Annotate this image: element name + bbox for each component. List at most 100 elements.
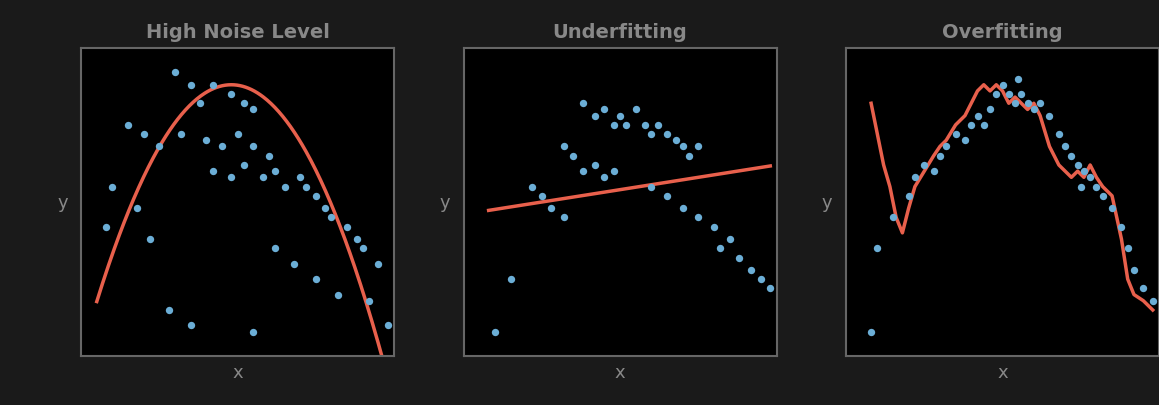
Point	[916, 162, 934, 169]
Point	[925, 168, 943, 175]
Point	[968, 113, 986, 119]
Point	[690, 215, 708, 221]
Point	[993, 82, 1012, 89]
Point	[533, 193, 552, 200]
Point	[946, 132, 964, 138]
Point	[1062, 153, 1080, 160]
Point	[1134, 286, 1152, 292]
Point	[658, 132, 677, 138]
Point	[260, 153, 278, 160]
Point	[574, 101, 592, 107]
Point	[328, 292, 347, 298]
Point	[585, 162, 604, 169]
Point	[627, 107, 646, 113]
Point	[690, 144, 708, 150]
Point	[564, 153, 583, 160]
Point	[172, 132, 190, 138]
Point	[486, 328, 504, 335]
Point	[962, 122, 981, 129]
X-axis label: x: x	[232, 363, 243, 381]
Point	[862, 328, 881, 335]
Point	[721, 236, 739, 243]
Point	[523, 184, 541, 190]
Point	[134, 132, 153, 138]
Point	[182, 82, 201, 89]
Point	[658, 193, 677, 200]
Point	[306, 193, 325, 200]
Point	[883, 215, 902, 221]
Point	[348, 236, 366, 243]
Title: High Noise Level: High Noise Level	[146, 23, 329, 41]
Point	[1093, 193, 1111, 200]
Point	[276, 184, 294, 190]
Point	[103, 184, 122, 190]
Point	[223, 92, 241, 98]
Point	[596, 107, 614, 113]
Point	[975, 122, 993, 129]
Point	[1124, 267, 1143, 273]
Point	[306, 276, 325, 283]
Point	[1008, 76, 1027, 83]
Point	[213, 144, 232, 150]
Y-axis label: y: y	[822, 194, 832, 211]
Point	[203, 168, 221, 175]
X-axis label: x: x	[614, 363, 626, 381]
Point	[752, 276, 771, 283]
Point	[554, 215, 573, 221]
Point	[316, 205, 335, 212]
Point	[679, 153, 698, 160]
Point	[1103, 205, 1122, 212]
Point	[369, 261, 387, 267]
Point	[1019, 101, 1037, 107]
Point	[140, 236, 159, 243]
Point	[151, 144, 169, 150]
Point	[182, 322, 201, 329]
Point	[228, 132, 247, 138]
Point	[297, 184, 315, 190]
Point	[611, 113, 629, 119]
Point	[987, 92, 1006, 98]
Point	[710, 245, 729, 252]
Point	[605, 168, 624, 175]
Point	[999, 92, 1018, 98]
Point	[502, 276, 520, 283]
X-axis label: x: x	[997, 363, 1008, 381]
Point	[1069, 162, 1087, 169]
Point	[291, 175, 309, 181]
Point	[129, 205, 147, 212]
Point	[265, 168, 284, 175]
Point	[359, 298, 378, 304]
Point	[936, 144, 955, 150]
Point	[1025, 107, 1043, 113]
Point	[1074, 168, 1093, 175]
Point	[1071, 184, 1089, 190]
Point	[1118, 245, 1137, 252]
Point	[636, 122, 655, 129]
Point	[642, 184, 661, 190]
Point	[761, 286, 780, 292]
Point	[705, 224, 723, 230]
Point	[245, 144, 263, 150]
Point	[956, 138, 975, 144]
Point	[1087, 184, 1106, 190]
Point	[379, 322, 398, 329]
Point	[905, 175, 924, 181]
Point	[338, 224, 357, 230]
Point	[1041, 113, 1059, 119]
Point	[97, 224, 116, 230]
Y-axis label: y: y	[439, 194, 450, 211]
Point	[542, 205, 561, 212]
Point	[617, 122, 635, 129]
Point	[899, 193, 918, 200]
Point	[981, 107, 999, 113]
Point	[1113, 224, 1131, 230]
Point	[648, 122, 666, 129]
Point	[119, 122, 138, 129]
Y-axis label: y: y	[57, 194, 67, 211]
Point	[931, 153, 949, 160]
Point	[1050, 132, 1069, 138]
Title: Underfitting: Underfitting	[553, 23, 687, 41]
Point	[160, 307, 178, 313]
Point	[605, 122, 624, 129]
Point	[265, 245, 284, 252]
